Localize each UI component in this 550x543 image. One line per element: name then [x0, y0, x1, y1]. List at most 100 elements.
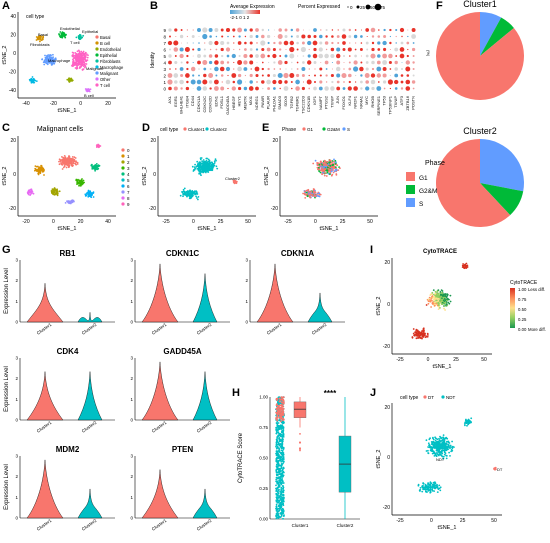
dot — [173, 40, 179, 46]
point — [278, 434, 281, 437]
point — [277, 517, 280, 519]
point — [275, 492, 278, 495]
dot — [261, 34, 265, 39]
dot — [331, 29, 334, 31]
point — [234, 180, 237, 183]
dot — [169, 35, 171, 38]
point — [432, 437, 434, 440]
dot — [399, 27, 405, 33]
dot — [336, 86, 341, 91]
dot — [214, 54, 219, 58]
point — [191, 195, 194, 198]
x-tick-label: 20 — [105, 101, 111, 107]
point — [280, 413, 282, 416]
point — [201, 164, 204, 167]
point — [437, 487, 439, 489]
dot — [365, 28, 370, 32]
point — [27, 190, 30, 193]
point — [276, 414, 279, 417]
point — [67, 157, 69, 159]
dot — [343, 81, 345, 83]
dot — [360, 74, 363, 77]
legend-swatch — [121, 178, 125, 182]
dot — [342, 87, 346, 90]
dot — [342, 41, 346, 45]
dot — [202, 86, 208, 91]
point — [311, 193, 313, 196]
point — [205, 167, 208, 170]
point — [429, 300, 432, 302]
legend-swatch — [183, 127, 187, 131]
legend-label: Cluster2 — [210, 127, 227, 132]
y-tick-label: -20 — [9, 206, 16, 212]
point — [439, 298, 442, 301]
point — [52, 56, 54, 59]
ndt-lower — [417, 481, 442, 494]
point — [282, 487, 284, 490]
y-axis-label: Identity — [150, 51, 156, 68]
point — [447, 301, 450, 304]
point — [281, 458, 284, 461]
point — [463, 267, 466, 270]
dot — [277, 34, 283, 39]
point — [277, 442, 280, 444]
dot — [174, 28, 178, 32]
violin — [192, 488, 218, 519]
point — [449, 455, 451, 457]
dot — [279, 55, 282, 57]
dot — [256, 62, 258, 63]
point — [61, 35, 64, 38]
dot — [371, 41, 375, 45]
dot — [313, 47, 317, 52]
point — [58, 158, 61, 161]
point — [282, 432, 285, 435]
malignant-cells-tsne: Malignant cells-20 0 20 40-20020tSNE_1tSNE_… — [2, 126, 130, 232]
dot — [233, 68, 235, 70]
dot — [243, 86, 248, 91]
legend-swatch — [95, 65, 99, 69]
y-tick-label: 20 — [10, 138, 16, 144]
point — [425, 450, 428, 452]
legend-swatch — [95, 77, 99, 81]
point — [439, 300, 442, 303]
point — [320, 168, 323, 171]
point — [425, 304, 428, 306]
dot — [266, 79, 271, 85]
point — [443, 307, 445, 310]
row-label: 4 — [163, 61, 166, 66]
point — [211, 168, 214, 170]
point — [280, 496, 283, 498]
point — [429, 294, 432, 296]
point — [437, 308, 440, 310]
x-tick-label: 20 — [78, 219, 84, 225]
point — [428, 446, 431, 449]
dot — [395, 28, 398, 32]
dot — [277, 60, 283, 65]
x-tick-label: Cluster2 — [81, 322, 98, 336]
y-tick-label: 1 — [15, 397, 18, 402]
dot — [179, 79, 184, 85]
dot — [180, 73, 184, 78]
dot — [167, 73, 173, 78]
gene-label: PHLDA1 — [271, 95, 276, 111]
dot — [202, 79, 208, 85]
point — [86, 59, 89, 61]
gene-label: TP53INP1 — [387, 95, 392, 114]
legend-tick: 0.75 — [518, 297, 527, 302]
point — [83, 54, 86, 57]
point — [439, 489, 442, 492]
dot — [394, 47, 399, 52]
point — [30, 77, 33, 80]
point — [427, 442, 430, 445]
point — [444, 301, 447, 304]
point — [275, 478, 278, 481]
point — [281, 417, 284, 420]
point — [444, 437, 447, 440]
point — [335, 174, 338, 176]
dot — [284, 60, 288, 65]
point — [196, 197, 198, 199]
point — [447, 440, 450, 443]
dot — [354, 29, 357, 31]
point — [446, 293, 449, 296]
